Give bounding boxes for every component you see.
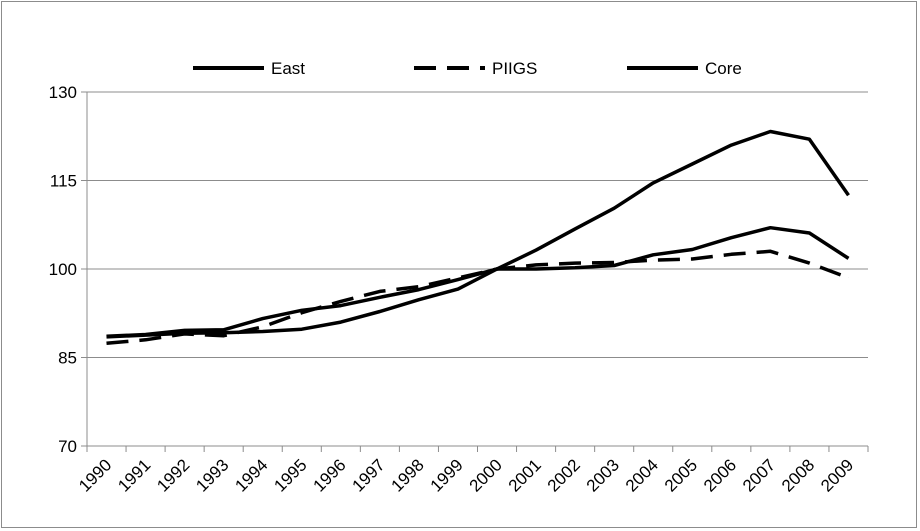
x-tick-label-2009: 2009: [817, 455, 857, 495]
y-axis-tick-labels: 70 85 100 115 130: [49, 83, 77, 456]
x-tick-label-2008: 2008: [778, 455, 818, 495]
x-tick-label-1992: 1992: [153, 455, 193, 495]
x-tick-label-2004: 2004: [622, 455, 662, 495]
x-tick-label-1994: 1994: [231, 455, 271, 495]
y-tick-label-100: 100: [49, 260, 77, 279]
legend-label-piigs: PIIGS: [492, 59, 537, 78]
x-tick-label-2001: 2001: [505, 455, 545, 495]
y-tick-label-115: 115: [50, 172, 77, 191]
x-tick-label-1997: 1997: [349, 455, 389, 495]
series-line-core: [106, 225, 850, 339]
x-tick-label-1993: 1993: [192, 455, 232, 495]
y-tick-label-130: 130: [49, 83, 77, 102]
legend: East PIIGS Core: [193, 59, 742, 78]
x-tick-label-2005: 2005: [661, 455, 701, 495]
axes: [81, 91, 869, 452]
x-tick-label-2002: 2002: [544, 455, 584, 495]
legend-label-core: Core: [705, 59, 742, 78]
x-tick-label-1995: 1995: [270, 455, 310, 495]
x-tick-label-1996: 1996: [309, 455, 349, 495]
x-tick-label-2003: 2003: [583, 455, 623, 495]
gridlines: [87, 91, 868, 358]
x-tick-label-1991: 1991: [114, 455, 154, 495]
x-tick-label-2000: 2000: [466, 455, 506, 495]
x-tick-label-1998: 1998: [388, 455, 428, 495]
x-tick-label-1999: 1999: [427, 455, 467, 495]
series-line-east: [106, 129, 850, 339]
series-lines: [106, 129, 850, 346]
y-tick-label-85: 85: [58, 349, 77, 368]
y-tick-label-70: 70: [58, 437, 77, 456]
x-tick-label-2007: 2007: [739, 455, 779, 495]
legend-label-east: East: [271, 59, 305, 78]
x-tick-label-2006: 2006: [700, 455, 740, 495]
x-tick-label-1990: 1990: [75, 455, 115, 495]
x-axis-tick-labels: 1990199119921993199419951996199719981999…: [75, 455, 857, 495]
